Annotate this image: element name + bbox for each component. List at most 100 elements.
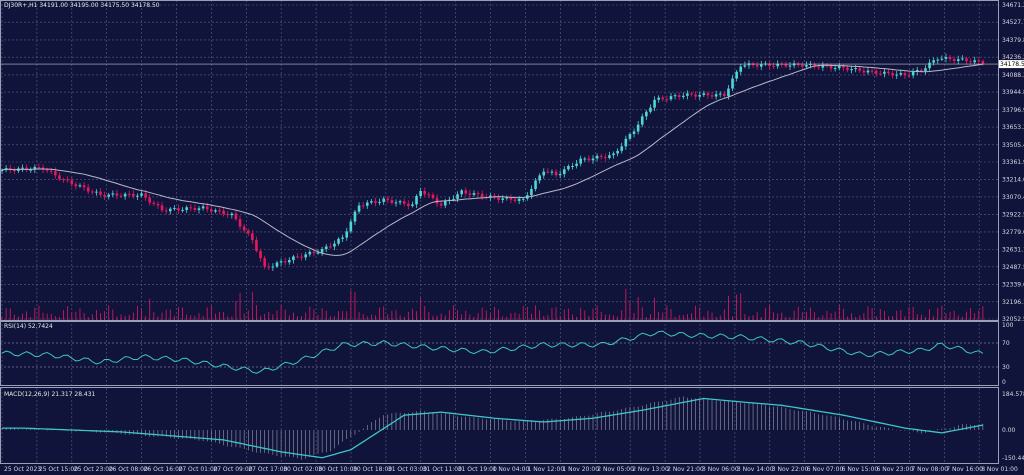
candle-body	[776, 63, 779, 67]
candle-body	[723, 93, 726, 97]
time-tick-label: 7 Nov 08:00	[911, 466, 948, 473]
candle-body	[234, 213, 238, 220]
candle-body	[472, 193, 476, 195]
candle-body	[54, 171, 57, 176]
candle-body	[378, 201, 381, 203]
candle-body	[456, 194, 459, 199]
candle-body	[567, 166, 570, 170]
candle-body	[788, 65, 792, 67]
candle-body	[829, 65, 833, 69]
candle-body	[521, 198, 525, 200]
candle-body	[743, 65, 747, 67]
candle-body	[878, 73, 882, 75]
candle-body	[382, 198, 385, 202]
candle-body	[390, 200, 394, 204]
candle-body	[653, 99, 656, 108]
time-tick-label: 31 Oct 19:00	[458, 466, 497, 473]
candle-body	[501, 198, 505, 200]
candle-body	[329, 246, 332, 248]
candle-body	[858, 68, 862, 71]
candle-body	[82, 185, 86, 188]
candle-body	[558, 174, 562, 176]
candle-body	[246, 230, 250, 234]
candle-body	[505, 197, 509, 199]
panel-border	[0, 321, 999, 386]
candle-body	[168, 208, 172, 212]
candle-body	[538, 175, 541, 181]
candle-body	[632, 131, 636, 134]
candle-body	[628, 133, 632, 139]
candle-body	[821, 65, 825, 68]
macd-panel[interactable]	[1, 396, 984, 460]
candle-body	[509, 197, 513, 200]
candle-body	[755, 65, 759, 67]
candle-body	[792, 63, 796, 66]
candle-body	[612, 153, 615, 156]
rsi-level-label: 30	[1002, 364, 1010, 371]
candle-body	[669, 96, 673, 100]
candle-body	[160, 205, 164, 211]
candle-body	[468, 193, 472, 195]
candle-body	[620, 146, 624, 151]
candle-body	[809, 63, 812, 65]
moving-average-line	[1, 63, 983, 256]
rsi-level-label: 100	[1002, 322, 1014, 329]
candle-body	[690, 93, 693, 95]
candle-body	[862, 70, 866, 73]
candle-body	[90, 191, 94, 193]
candle-body	[768, 63, 771, 66]
macd-level-label: 184.578	[1002, 391, 1024, 398]
candle-body	[300, 256, 303, 258]
candle-body	[423, 191, 427, 195]
rsi-panel[interactable]	[0, 330, 998, 374]
candle-body	[681, 95, 685, 97]
time-tick-label: 7 Nov 16:00	[946, 466, 983, 473]
candle-body	[333, 243, 336, 247]
time-tick-label: 25 Oct 23:00	[74, 466, 113, 473]
candle-body	[107, 194, 111, 197]
price-tick-label: 33505.45	[1002, 142, 1024, 149]
candle-body	[837, 66, 841, 69]
time-tick-label: 31 Oct 03:00	[388, 466, 427, 473]
candle-body	[205, 206, 209, 210]
time-tick-label: 2 Nov 05:00	[597, 466, 634, 473]
candle-body	[173, 208, 176, 210]
candle-body	[267, 266, 271, 268]
candle-body	[210, 209, 213, 212]
candle-body	[287, 260, 291, 263]
candle-body	[21, 167, 24, 169]
candle-body	[398, 201, 402, 203]
price-tick-label: 34088.35	[1002, 72, 1024, 79]
candle-body	[940, 58, 944, 60]
candle-body	[595, 155, 599, 159]
candle-body	[45, 169, 49, 171]
price-panel[interactable]	[0, 53, 998, 320]
candle-body	[645, 111, 648, 117]
candle-body	[657, 97, 660, 100]
candle-body	[349, 221, 353, 232]
candle-body	[546, 171, 550, 173]
candle-body	[13, 170, 16, 172]
current-price-tag	[999, 60, 1024, 69]
candle-body	[255, 240, 258, 252]
price-tick-label: 32487.55	[1002, 264, 1024, 271]
candle-body	[694, 94, 697, 97]
candle-body	[357, 205, 361, 212]
candle-body	[583, 158, 587, 160]
time-tick-label: 27 Oct 09:00	[213, 466, 252, 473]
price-tick-label: 33214.00	[1002, 177, 1024, 184]
time-tick-label: 6 Nov 23:00	[877, 466, 914, 473]
candle-body	[948, 57, 952, 59]
candle-body	[177, 208, 180, 211]
price-tick-label: 32922.55	[1002, 212, 1024, 219]
candle-body	[562, 169, 566, 175]
candle-body	[895, 74, 899, 76]
candle-body	[636, 124, 640, 132]
candle-body	[218, 210, 221, 212]
candle-body	[185, 207, 188, 210]
candle-body	[431, 194, 435, 199]
candle-body	[530, 188, 533, 196]
candle-body	[489, 195, 492, 198]
candle-body	[571, 166, 574, 168]
